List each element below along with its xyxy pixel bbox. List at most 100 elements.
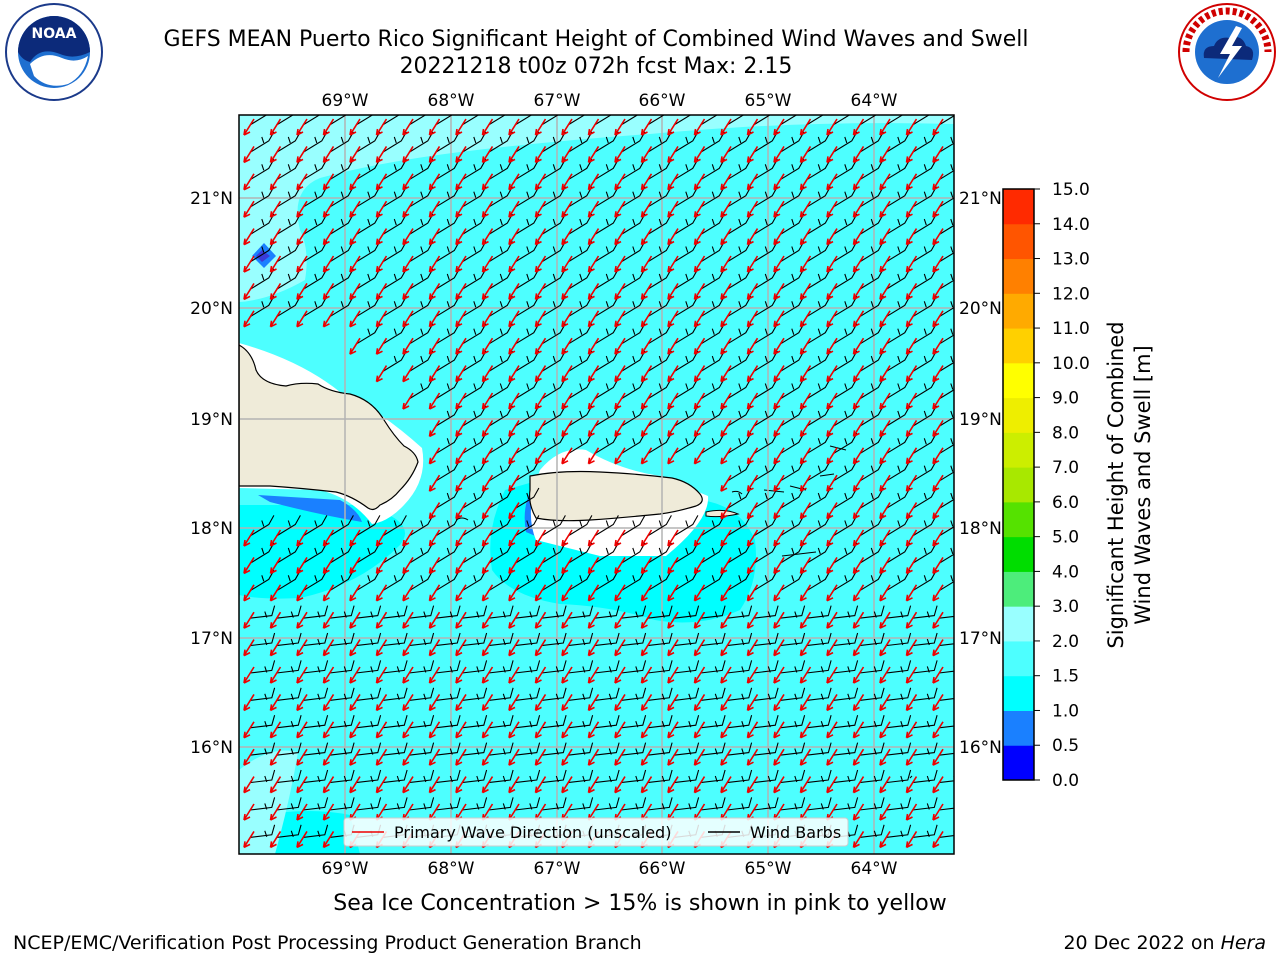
wave-arrow <box>561 447 573 465</box>
wave-arrow <box>879 392 891 410</box>
wave-arrow <box>402 310 414 328</box>
wave-arrow <box>905 310 918 328</box>
wave-arrow <box>614 693 626 712</box>
wind-barb <box>647 769 673 784</box>
wave-arrow <box>773 118 785 136</box>
wave-arrow <box>905 556 918 575</box>
wind-barb <box>647 797 673 811</box>
wave-arrow <box>534 584 547 602</box>
wave-arrow <box>587 611 600 629</box>
wind-barb <box>461 715 488 729</box>
wind-barb <box>938 164 954 181</box>
wave-arrow <box>455 447 467 465</box>
colorbar-tick-label: 9.0 <box>1052 389 1079 409</box>
wave-arrow <box>455 639 467 657</box>
wave-arrow <box>534 639 547 657</box>
wave-arrow <box>799 693 812 712</box>
wave-arrow <box>773 776 785 794</box>
wave-arrow <box>852 255 865 273</box>
wind-barb <box>779 769 806 784</box>
wind-barb <box>832 660 859 674</box>
wave-arrow <box>243 803 255 821</box>
wave-arrow <box>826 693 838 712</box>
wave-arrow <box>534 721 547 739</box>
wave-arrow <box>455 365 467 383</box>
wave-arrow <box>269 693 282 712</box>
wind-barb <box>276 797 302 811</box>
wave-arrow <box>402 255 414 273</box>
wave-arrow <box>667 447 679 465</box>
wave-arrow <box>534 392 547 410</box>
wave-arrow <box>428 419 441 438</box>
wave-arrow <box>402 365 414 383</box>
wave-arrow <box>799 118 812 136</box>
wind-barb <box>435 632 461 647</box>
colorbar-segment <box>1003 675 1034 711</box>
wave-arrow <box>508 584 520 602</box>
wave-arrow <box>773 228 785 246</box>
wave-arrow <box>561 584 573 602</box>
wind-barb <box>594 660 620 674</box>
wave-arrow <box>349 556 361 575</box>
wind-barb <box>382 115 400 126</box>
lon-label: 68°W <box>428 859 475 879</box>
wind-barb <box>302 769 329 784</box>
wave-arrow <box>481 584 494 602</box>
wave-arrow <box>826 529 838 547</box>
wind-barb <box>382 797 408 811</box>
wind-barb <box>382 769 408 784</box>
colorbar-segment <box>1003 432 1034 468</box>
wave-arrow <box>667 611 679 629</box>
wave-arrow <box>296 693 308 712</box>
wind-barb <box>885 660 912 674</box>
wave-arrow <box>508 447 520 465</box>
wind-barb <box>249 115 268 126</box>
colorbar-frame <box>1002 188 1035 781</box>
wave-arrow <box>640 118 653 136</box>
wave-arrow <box>614 447 626 465</box>
wave-arrow <box>667 310 679 328</box>
colorbar-segment <box>1003 189 1034 225</box>
wave-arrow <box>746 173 759 191</box>
wave-arrow <box>375 693 388 712</box>
wind-barb <box>302 742 329 756</box>
wave-field-high <box>239 115 954 302</box>
wind-barb <box>700 632 726 647</box>
wave-arrow <box>720 474 732 492</box>
wave-arrow <box>799 228 812 246</box>
wind-barb <box>567 632 594 647</box>
wave-arrow <box>640 693 653 712</box>
wave-arrow <box>508 173 520 191</box>
wave-arrow <box>932 639 944 657</box>
wave-arrow <box>243 529 255 547</box>
wave-arrow <box>852 474 865 492</box>
wave-arrow <box>322 310 335 328</box>
wave-arrow <box>932 529 944 547</box>
wind-barb <box>779 742 806 756</box>
wave-arrow <box>852 803 865 821</box>
wind-barb <box>408 797 435 811</box>
wave-arrow <box>402 173 414 191</box>
wind-barb <box>461 797 488 811</box>
colorbar <box>1002 188 1035 781</box>
wind-barb <box>673 687 700 701</box>
wind-barb <box>806 605 832 619</box>
wind-barb <box>329 769 355 784</box>
wave-arrow <box>508 365 520 383</box>
wave-arrow <box>932 118 944 136</box>
wave-arrow <box>587 419 600 438</box>
wind-barb <box>355 515 381 537</box>
wave-arrow <box>720 748 732 766</box>
wave-arrow <box>428 721 441 739</box>
wave-arrow <box>773 639 785 657</box>
wave-arrow <box>879 502 891 520</box>
wave-arrow <box>375 337 388 355</box>
wave-arrow <box>667 118 679 136</box>
wave-arrow <box>269 584 282 602</box>
wind-barb <box>938 438 954 455</box>
wave-arrow <box>614 118 626 136</box>
wind-barb <box>541 605 567 619</box>
wave-arrow <box>428 282 441 301</box>
wave-arrow <box>746 200 759 218</box>
wind-barb <box>832 769 859 784</box>
